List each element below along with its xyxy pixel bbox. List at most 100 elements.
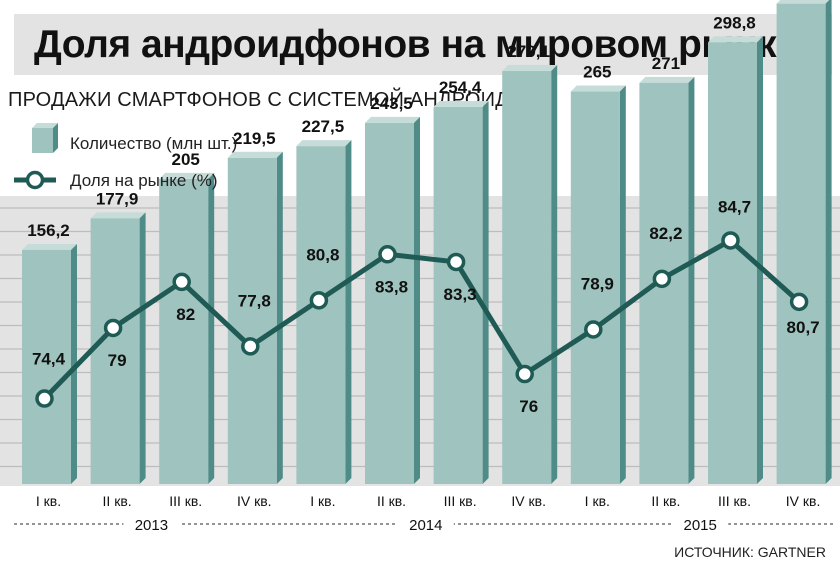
share-value-label: 80,8 — [306, 245, 339, 264]
x-tick-label: II кв. — [377, 493, 406, 509]
share-point — [789, 292, 809, 312]
bar-front — [296, 146, 346, 484]
share-value-label: 80,7 — [787, 318, 820, 337]
share-point — [378, 245, 397, 264]
bar-value-label: 156,2 — [27, 221, 70, 240]
share-point — [584, 320, 603, 339]
bar — [90, 212, 146, 484]
bar-value-label: 219,5 — [233, 129, 276, 148]
bar-front — [776, 3, 826, 484]
share-value-label: 76 — [519, 397, 538, 416]
bar-side — [414, 116, 420, 484]
bar-side — [688, 76, 695, 484]
bar — [22, 243, 77, 484]
share-value-label: 82 — [176, 305, 195, 324]
bar — [365, 116, 420, 484]
bar-side — [71, 243, 77, 484]
x-tick-label: I кв. — [585, 493, 610, 509]
legend-line-label: Доля на рынке (%) — [70, 171, 218, 190]
x-tick-label: III кв. — [444, 493, 477, 509]
title-panel: Доля андроидфонов на мировом рынке — [14, 14, 832, 75]
bar-front — [22, 249, 71, 484]
bar-top — [708, 36, 763, 43]
bar-value-label: 271 — [652, 54, 680, 73]
legend: Количество (млн шт.) Доля на рынке (%) — [14, 123, 237, 190]
bar-front — [365, 122, 414, 484]
bar-value-label: 265 — [583, 63, 611, 82]
share-point — [172, 272, 191, 292]
bar — [296, 140, 352, 484]
share-value-label: 79 — [108, 351, 127, 370]
x-axis: I кв. II кв. III кв. IV кв. I кв. II кв. III к… — [14, 493, 834, 534]
year-label: 2015 — [684, 517, 717, 534]
year-label: 2013 — [135, 517, 168, 534]
bar-top — [22, 243, 77, 250]
bar — [708, 36, 763, 484]
share-value-label: 78,9 — [581, 274, 614, 293]
bar-top — [639, 76, 695, 83]
bar-side — [276, 151, 283, 485]
share-point — [721, 231, 740, 250]
share-point — [103, 318, 123, 338]
bar-value-label: 254,4 — [439, 78, 482, 97]
bar-top — [570, 85, 626, 92]
share-point — [309, 291, 329, 310]
share-point — [35, 389, 54, 408]
x-tick-label: IV кв. — [237, 493, 272, 509]
bar-front — [502, 71, 552, 485]
bar-top — [502, 65, 558, 72]
x-tick-label: III кв. — [718, 493, 751, 509]
share-point — [652, 269, 672, 289]
x-tick-label: IV кв. — [511, 493, 546, 509]
share-polyline — [42, 237, 801, 401]
year-label: 2014 — [409, 517, 442, 534]
share-value-label: 82,2 — [649, 224, 682, 243]
share-line — [35, 231, 809, 408]
bar-top — [90, 212, 146, 219]
legend-bar-swatch — [32, 123, 58, 153]
bar-front — [570, 91, 620, 484]
bar-top — [433, 100, 489, 107]
bar — [570, 85, 626, 484]
bar-value-label: 227,5 — [302, 117, 345, 136]
legend-line-swatch — [14, 170, 56, 190]
bar-side — [825, 0, 832, 484]
bar-value-label: 177,9 — [96, 189, 139, 208]
bar-side — [757, 36, 763, 484]
bar-value-label: 205 — [172, 150, 200, 169]
share-point — [241, 337, 260, 356]
bar-side — [551, 65, 558, 485]
year-label-background — [397, 514, 454, 534]
x-tick-label: II кв. — [103, 493, 132, 509]
bar-value-labels: 156,2 177,9 205 219,5 227,5 243,5 254,4 279,1 26… — [27, 13, 756, 240]
bar-side — [345, 140, 352, 484]
share-value-label: 84,7 — [718, 197, 751, 216]
bar-value-label: 279,1 — [507, 42, 550, 61]
bar-side — [619, 85, 626, 484]
chart-title: Доля андроидфонов на мировом рынке — [34, 23, 798, 66]
bar-top — [776, 0, 830, 4]
bar-top — [159, 172, 215, 179]
share-value-label: 83,8 — [375, 277, 408, 296]
source-note: ИСТОЧНИК: GARTNER — [674, 544, 826, 560]
legend-bar-label: Количество (млн шт.) — [70, 134, 237, 153]
share-value-labels: 74,4 79 82 77,8 80,8 83,8 83,3 76 78,9 82,2 84,7 80… — [32, 197, 820, 416]
x-tick-label: III кв. — [169, 493, 202, 509]
x-tick-label: I кв. — [310, 493, 335, 509]
bar-top — [365, 116, 420, 123]
share-value-label: 74,4 — [32, 350, 66, 369]
share-value-label: 77,8 — [238, 291, 271, 310]
bar-front — [159, 178, 209, 485]
bar-side — [482, 100, 489, 485]
bars — [22, 0, 832, 485]
share-value-label: 83,3 — [444, 285, 477, 304]
bar-side — [208, 172, 215, 485]
bar-top — [296, 140, 352, 147]
bar-front — [90, 218, 140, 484]
bar-front — [227, 157, 277, 485]
bar-value-label: 243,5 — [370, 94, 413, 113]
share-point — [515, 364, 534, 384]
bar — [227, 151, 283, 485]
